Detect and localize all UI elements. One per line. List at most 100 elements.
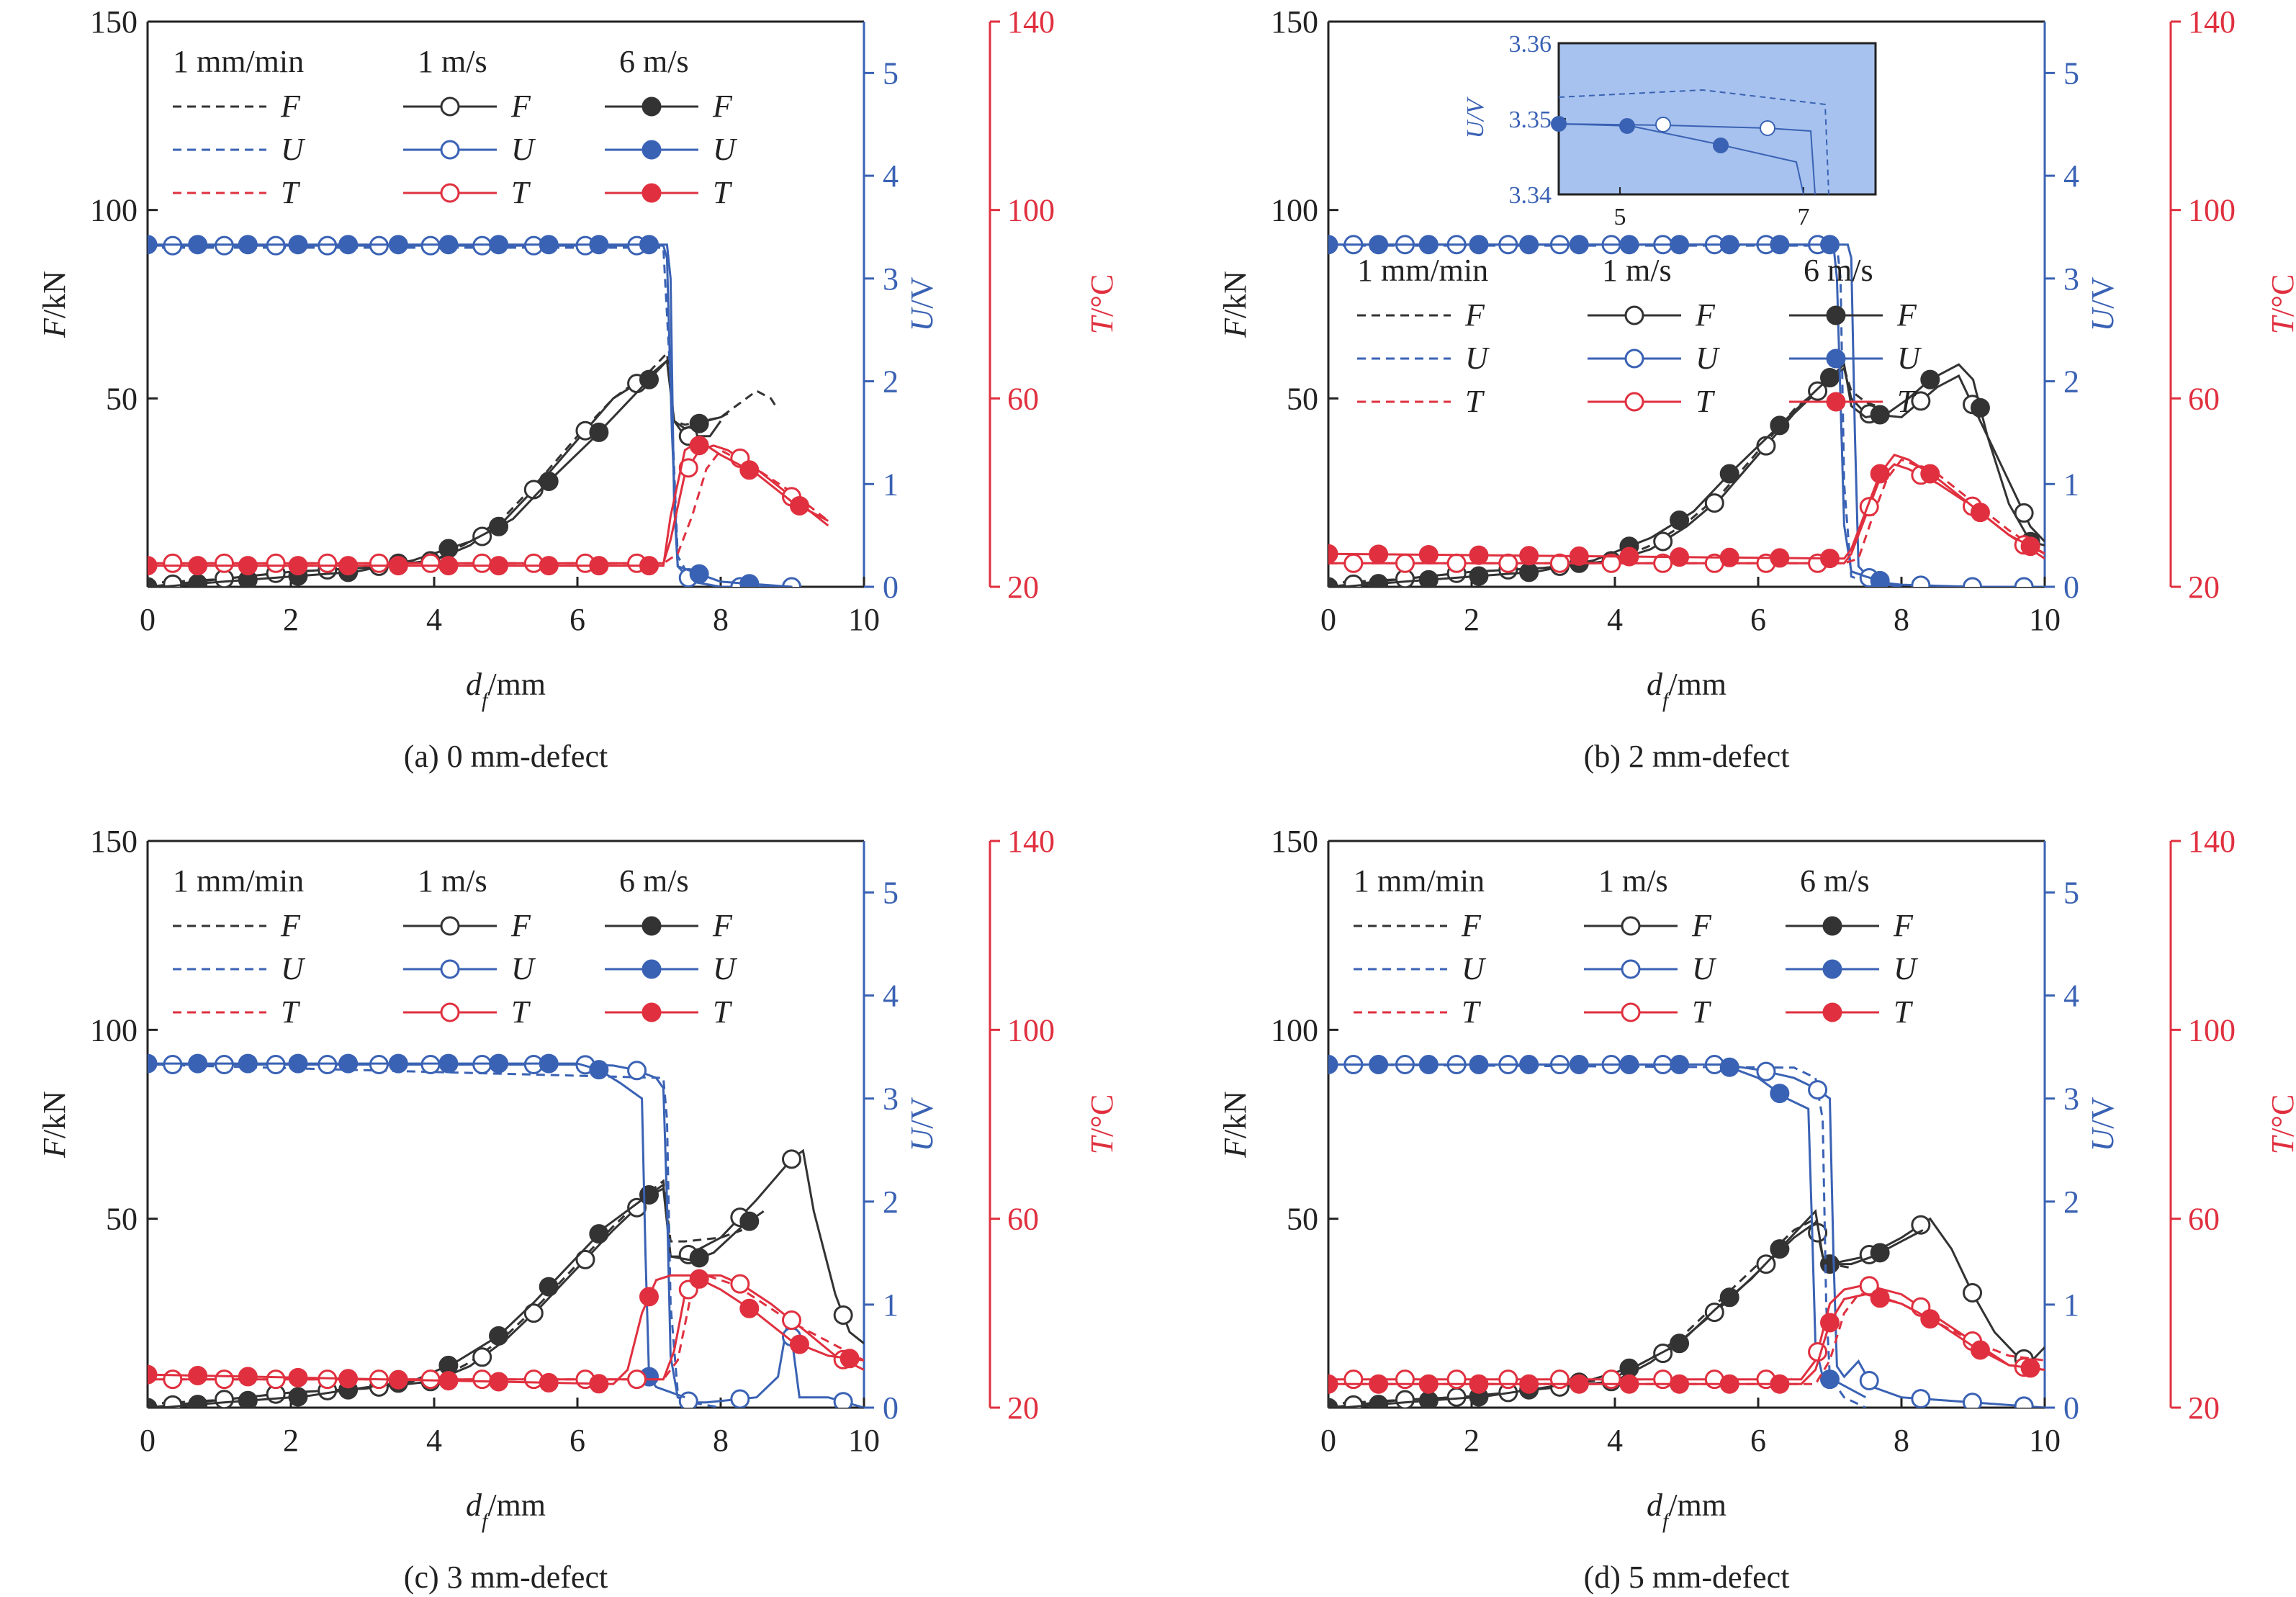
- legend-row-label: T: [281, 994, 301, 1030]
- f-tick-label: 100: [1271, 193, 1318, 228]
- legend-marker: [440, 96, 460, 117]
- series-marker-U-filled: [238, 1053, 258, 1074]
- series-marker-F-filled: [689, 413, 709, 433]
- series-line-U-dashed: [148, 1063, 721, 1408]
- legend-column-header: 1 mm/min: [173, 863, 304, 899]
- series-marker-U-filled: [438, 235, 459, 255]
- series-marker-F-filled: [1970, 397, 1990, 418]
- series-marker-T-open: [163, 1369, 183, 1390]
- t-axis-title-part: /°C: [1084, 1094, 1120, 1137]
- series-marker-U-filled: [388, 1053, 408, 1074]
- inset-marker-filled: [1713, 138, 1729, 153]
- t-tick-label: 100: [1007, 193, 1055, 228]
- series-line-U-dashed: [148, 246, 721, 587]
- legend: 1 mm/min 1 m/s 6 m/sF F FU U UT T T: [1357, 253, 1922, 419]
- legend-column-header: 1 m/s: [1598, 863, 1668, 899]
- series-marker-U-filled: [1670, 1055, 1690, 1075]
- series-line-U-open: [1328, 243, 2045, 587]
- series-marker-F-filled: [1719, 1287, 1739, 1308]
- series-marker-F-filled: [1369, 1395, 1389, 1408]
- f-axis-title-part: F: [1217, 1138, 1253, 1159]
- series-line-F-filled: [148, 358, 729, 587]
- series-marker-T-filled: [589, 556, 609, 576]
- legend-column-header: 6 m/s: [619, 863, 689, 899]
- legend-marker: [641, 959, 662, 979]
- u-tick-label: 1: [2063, 1287, 2079, 1323]
- series-marker-U-open: [2014, 577, 2034, 587]
- series-marker-T-filled: [539, 1372, 559, 1393]
- f-tick-label: 50: [106, 381, 138, 416]
- f-tick-label: 150: [1271, 4, 1318, 40]
- inset-marker-open: [1655, 117, 1671, 132]
- series-marker-F-filled: [1920, 369, 1940, 390]
- series-marker-T-filled: [539, 556, 559, 576]
- series-marker-T-filled: [1418, 1374, 1439, 1394]
- t-tick-label: 60: [2188, 381, 2220, 416]
- series-marker-T-filled: [338, 1369, 359, 1389]
- legend-column-header: 6 m/s: [1804, 253, 1873, 288]
- x-tick-label: 8: [1894, 602, 1909, 637]
- inset-y-label: U/V: [1462, 96, 1489, 138]
- series-line-U-dashed: [1328, 244, 1902, 587]
- inset-y-tick-label: 3.36: [1509, 31, 1552, 58]
- series-marker-T-filled: [338, 556, 359, 576]
- u-axis-title-part: /V: [2085, 276, 2120, 308]
- x-tick-label: 0: [1320, 602, 1336, 637]
- series-marker-F-open: [1911, 1215, 1931, 1235]
- series-marker-F-filled: [1820, 1254, 1840, 1274]
- u-tick-label: 0: [2063, 570, 2079, 605]
- series-marker-F-open: [163, 574, 183, 587]
- series-marker-T-filled: [1519, 546, 1539, 566]
- series-marker-T-filled: [148, 556, 158, 576]
- series-marker-F-filled: [1519, 562, 1539, 582]
- series-marker-F-open: [1343, 1395, 1364, 1408]
- series-marker-T-filled: [689, 436, 709, 456]
- series-marker-U-filled: [148, 1053, 158, 1074]
- f-tick-label: 150: [1271, 824, 1318, 859]
- x-tick-label: 4: [1607, 602, 1623, 637]
- series-marker-U-filled: [1870, 570, 1890, 587]
- t-tick-label: 20: [1007, 570, 1039, 605]
- series-line-U-open: [148, 1063, 864, 1408]
- t-tick-label: 20: [2188, 570, 2220, 605]
- series-marker-U-open: [1963, 1393, 1983, 1408]
- series-marker-T-filled: [1970, 1340, 1990, 1360]
- series-marker-T-filled: [2020, 1358, 2040, 1378]
- t-axis-title-part: T: [2265, 1134, 2296, 1154]
- series-marker-U-open: [1859, 1370, 1879, 1390]
- series-marker-F-open: [782, 1149, 802, 1169]
- x-axis-title: df/mm: [466, 667, 546, 712]
- t-tick-label: 20: [1007, 1390, 1039, 1426]
- u-tick-label: 1: [2063, 467, 2079, 502]
- series-marker-F-filled: [489, 1326, 509, 1346]
- series-marker-U-filled: [1770, 1084, 1790, 1104]
- series-marker-T-open: [318, 553, 338, 573]
- x-axis-title: df/mm: [466, 1488, 546, 1533]
- x-axis-title-part: d: [1647, 1488, 1663, 1523]
- series-marker-F-filled: [1469, 566, 1489, 586]
- series-marker-U-open: [730, 1389, 750, 1408]
- series-marker-T-open: [420, 553, 441, 573]
- series-marker-T-filled: [1770, 1374, 1790, 1394]
- legend-marker: [440, 140, 460, 160]
- series-marker-T-open: [214, 553, 234, 573]
- legend-row-label: F: [510, 908, 531, 943]
- series-marker-T-filled: [739, 1298, 760, 1318]
- u-axis-title-part: U: [2085, 306, 2120, 331]
- series-marker-F-filled: [148, 577, 158, 587]
- series-marker-F-filled: [539, 1277, 559, 1297]
- u-axis-title: U/V: [2085, 276, 2120, 331]
- u-tick-label: 4: [2063, 158, 2079, 194]
- chart-panel-2: 0 2 4 6 8 10501001500123452060100140F/kNU/VT/…: [37, 824, 1120, 1595]
- t-tick-label: 100: [1007, 1012, 1055, 1048]
- series-marker-U-filled: [338, 1053, 359, 1074]
- x-tick-label: 4: [426, 1423, 442, 1458]
- x-tick-label: 2: [1464, 1423, 1480, 1458]
- series-marker-T-open: [1395, 1369, 1415, 1390]
- series-marker-U-filled: [1469, 1055, 1489, 1075]
- series-marker-T-filled: [1369, 1374, 1389, 1394]
- series-marker-F-open: [1395, 1390, 1415, 1408]
- x-tick-label: 0: [140, 602, 156, 637]
- t-axis-title: T/°C: [1084, 274, 1120, 335]
- series-marker-F-filled: [589, 422, 609, 442]
